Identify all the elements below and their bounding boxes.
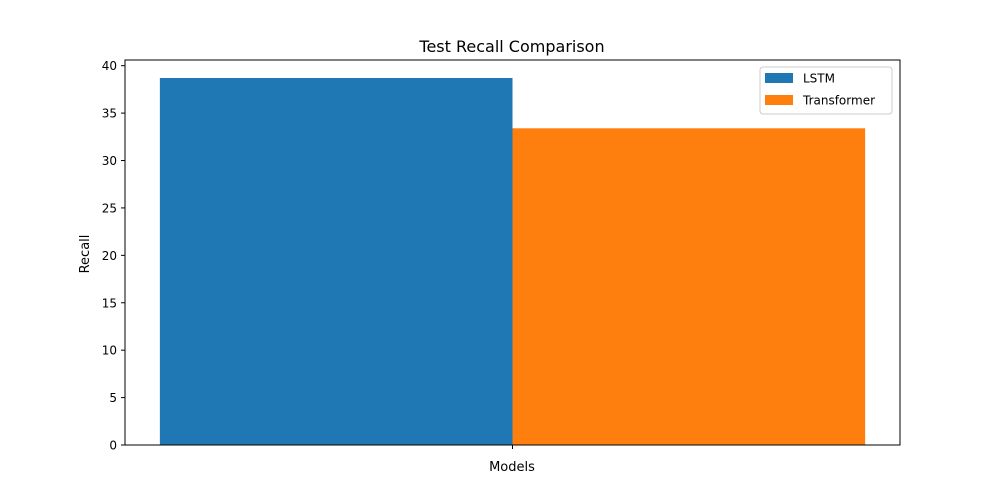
- y-axis-label: Recall: [78, 235, 93, 274]
- legend: LSTM Transformer: [759, 66, 893, 115]
- y-tick-label: 0: [109, 439, 117, 453]
- y-tick-label: 5: [109, 391, 117, 405]
- bars-layer: [159, 78, 866, 446]
- chart-title: Test Recall Comparison: [418, 37, 604, 56]
- bar-lstm: [159, 78, 513, 446]
- y-tick-label: 15: [102, 296, 117, 310]
- y-tick-label: 20: [102, 249, 117, 263]
- y-tick-label: 35: [102, 107, 117, 121]
- x-axis-label: Models: [489, 460, 535, 475]
- y-tick-label: 40: [102, 59, 117, 73]
- plot-frame: [124, 59, 901, 446]
- legend-swatch-transformer: [765, 95, 793, 105]
- legend-swatch-lstm: [765, 73, 793, 83]
- y-tick-label: 10: [102, 344, 117, 358]
- y-tick-label: 30: [102, 154, 117, 168]
- legend-label-lstm: LSTM: [803, 72, 835, 86]
- y-axis: 0 5 10 15 20 25 30 35 40: [102, 59, 125, 453]
- y-tick-label: 25: [102, 201, 117, 215]
- legend-label-transformer: Transformer: [802, 94, 875, 108]
- bar-transformer: [512, 128, 866, 445]
